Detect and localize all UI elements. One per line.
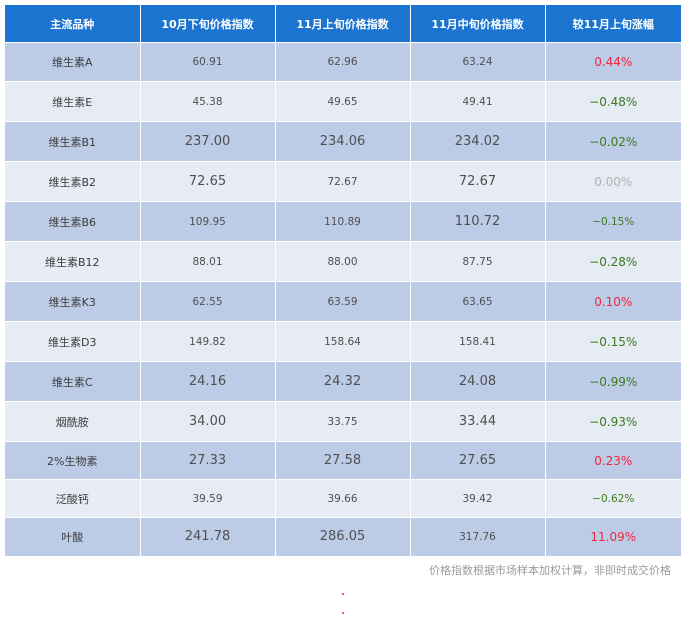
table-row: 2%生物素 27.33 27.58 27.65 0.23% bbox=[5, 441, 681, 480]
row-name: 维生素B12 bbox=[5, 241, 141, 282]
row-change: −0.48% bbox=[545, 81, 681, 122]
row-name: 维生素E bbox=[5, 81, 141, 122]
row-change: −0.02% bbox=[545, 121, 681, 162]
table-row: 烟酰胺 34.00 33.75 33.44 −0.93% bbox=[5, 401, 681, 442]
row-name: 叶酸 bbox=[5, 517, 141, 556]
row-change: −0.99% bbox=[545, 361, 681, 402]
row-nov-early: 110.89 bbox=[275, 201, 411, 242]
row-oct-late: 34.00 bbox=[140, 401, 276, 442]
row-nov-mid: 33.44 bbox=[410, 401, 546, 442]
row-nov-early: 49.65 bbox=[275, 81, 411, 122]
table-row: 维生素B2 72.65 72.67 72.67 0.00% bbox=[5, 161, 681, 202]
footnote: 价格指数根据市场样本加权计算，非即时成交价格 bbox=[429, 564, 671, 577]
row-nov-mid: 87.75 bbox=[410, 241, 546, 282]
table-row: 维生素E 45.38 49.65 49.41 −0.48% bbox=[5, 81, 681, 122]
table-row: 维生素C 24.16 24.32 24.08 −0.99% bbox=[5, 361, 681, 402]
row-nov-early: 72.67 bbox=[275, 161, 411, 202]
row-nov-early: 158.64 bbox=[275, 321, 411, 362]
row-name: 烟酰胺 bbox=[5, 401, 141, 442]
row-oct-late: 45.38 bbox=[140, 81, 276, 122]
row-name: 维生素K3 bbox=[5, 281, 141, 322]
header-nov-early-index: 11月上旬价格指数 bbox=[275, 5, 411, 43]
row-nov-mid: 63.24 bbox=[410, 42, 546, 82]
row-oct-late: 39.59 bbox=[140, 479, 276, 518]
row-oct-late: 24.16 bbox=[140, 361, 276, 402]
row-oct-late: 237.00 bbox=[140, 121, 276, 162]
row-nov-early: 39.66 bbox=[275, 479, 411, 518]
row-nov-mid: 27.65 bbox=[410, 441, 546, 480]
row-name: 维生素B6 bbox=[5, 201, 141, 242]
row-oct-late: 88.01 bbox=[140, 241, 276, 282]
table-row: 维生素B12 88.01 88.00 87.75 −0.28% bbox=[5, 241, 681, 282]
row-change: −0.62% bbox=[545, 479, 681, 518]
row-name: 2%生物素 bbox=[5, 441, 141, 480]
table-row: 维生素A 60.91 62.96 63.24 0.44% bbox=[5, 42, 681, 82]
table-row: 叶酸 241.78 286.05 317.76 11.09% bbox=[5, 517, 681, 556]
row-change: −0.28% bbox=[545, 241, 681, 282]
row-nov-early: 62.96 bbox=[275, 42, 411, 82]
row-change: 11.09% bbox=[545, 517, 681, 556]
row-name: 维生素A bbox=[5, 42, 141, 82]
row-nov-early: 286.05 bbox=[275, 517, 411, 556]
row-nov-mid: 63.65 bbox=[410, 281, 546, 322]
row-name: 泛酸钙 bbox=[5, 479, 141, 518]
row-nov-early: 33.75 bbox=[275, 401, 411, 442]
header-nov-mid-index: 11月中旬价格指数 bbox=[410, 5, 546, 43]
table-row: 维生素B1 237.00 234.06 234.02 −0.02% bbox=[5, 121, 681, 162]
row-change: 0.00% bbox=[545, 161, 681, 202]
row-nov-mid: 39.42 bbox=[410, 479, 546, 518]
row-change: 0.10% bbox=[545, 281, 681, 322]
row-nov-early: 63.59 bbox=[275, 281, 411, 322]
header-variety: 主流品种 bbox=[5, 5, 141, 43]
row-name: 维生素D3 bbox=[5, 321, 141, 362]
row-nov-mid: 72.67 bbox=[410, 161, 546, 202]
row-oct-late: 72.65 bbox=[140, 161, 276, 202]
table-row: 维生素D3 149.82 158.64 158.41 −0.15% bbox=[5, 321, 681, 362]
decorative-dot bbox=[342, 593, 344, 595]
row-change: −0.93% bbox=[545, 401, 681, 442]
row-change: −0.15% bbox=[545, 321, 681, 362]
row-nov-early: 27.58 bbox=[275, 441, 411, 480]
row-change: 0.23% bbox=[545, 441, 681, 480]
price-index-table-container: 主流品种 10月下旬价格指数 11月上旬价格指数 11月中旬价格指数 较11月上… bbox=[5, 5, 681, 556]
row-change: 0.44% bbox=[545, 42, 681, 82]
header-change: 较11月上旬涨幅 bbox=[545, 5, 681, 43]
row-name: 维生素B1 bbox=[5, 121, 141, 162]
row-oct-late: 109.95 bbox=[140, 201, 276, 242]
row-nov-mid: 49.41 bbox=[410, 81, 546, 122]
row-oct-late: 62.55 bbox=[140, 281, 276, 322]
header-oct-late-index: 10月下旬价格指数 bbox=[140, 5, 276, 43]
row-nov-mid: 24.08 bbox=[410, 361, 546, 402]
decorative-dot bbox=[342, 612, 344, 614]
row-nov-mid: 110.72 bbox=[410, 201, 546, 242]
row-nov-mid: 317.76 bbox=[410, 517, 546, 556]
table-row: 维生素B6 109.95 110.89 110.72 −0.15% bbox=[5, 201, 681, 242]
row-nov-early: 88.00 bbox=[275, 241, 411, 282]
row-oct-late: 149.82 bbox=[140, 321, 276, 362]
table-row: 泛酸钙 39.59 39.66 39.42 −0.62% bbox=[5, 479, 681, 518]
table-header-row: 主流品种 10月下旬价格指数 11月上旬价格指数 11月中旬价格指数 较11月上… bbox=[5, 5, 681, 43]
price-index-table: 主流品种 10月下旬价格指数 11月上旬价格指数 11月中旬价格指数 较11月上… bbox=[5, 5, 681, 556]
row-oct-late: 27.33 bbox=[140, 441, 276, 480]
row-nov-mid: 234.02 bbox=[410, 121, 546, 162]
row-name: 维生素B2 bbox=[5, 161, 141, 202]
row-change: −0.15% bbox=[545, 201, 681, 242]
row-oct-late: 241.78 bbox=[140, 517, 276, 556]
row-name: 维生素C bbox=[5, 361, 141, 402]
table-row: 维生素K3 62.55 63.59 63.65 0.10% bbox=[5, 281, 681, 322]
row-oct-late: 60.91 bbox=[140, 42, 276, 82]
row-nov-early: 234.06 bbox=[275, 121, 411, 162]
row-nov-mid: 158.41 bbox=[410, 321, 546, 362]
row-nov-early: 24.32 bbox=[275, 361, 411, 402]
